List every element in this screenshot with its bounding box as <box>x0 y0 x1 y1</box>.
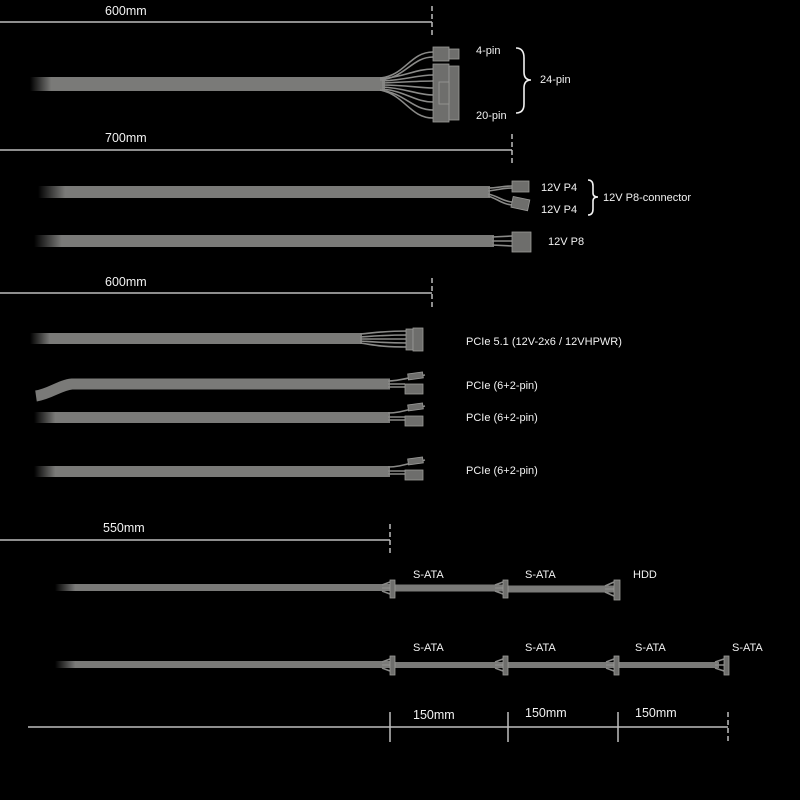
hdd-molex-connector <box>613 579 621 601</box>
cpu-p8-cable: 12V P8 <box>34 231 584 253</box>
label-p8: 12V P8 <box>548 236 584 248</box>
dimension-600mm-atx: 600mm <box>0 4 433 38</box>
6pin-connector <box>404 415 424 427</box>
pcie-6-2-cable-1: PCIe (6+2-pin) <box>34 371 538 402</box>
sata-connector <box>502 579 509 599</box>
4pin-connector <box>432 46 450 62</box>
label-24pin: 24-pin <box>540 74 571 86</box>
brace-icon <box>515 47 532 114</box>
label-sata: S-ATA <box>525 642 556 654</box>
dimension-550mm-sata: 550mm <box>0 521 391 556</box>
dimension-label: 600mm <box>105 275 147 289</box>
label-p8-connector: 12V P8-connector <box>603 192 691 204</box>
dimension-sata-spacing: 150mm 150mm 150mm <box>28 706 729 742</box>
p4-connector-b <box>510 195 531 212</box>
label-20pin: 20-pin <box>476 110 507 122</box>
6pin-connector <box>404 383 424 395</box>
p8-connector <box>511 231 532 253</box>
p4-connector-a <box>511 180 530 193</box>
label-4pin: 4-pin <box>476 45 500 57</box>
sata-connector <box>389 579 396 599</box>
label-p4-b: 12V P4 <box>541 204 577 216</box>
2pin-connector <box>407 371 424 381</box>
sata-hdd-cable: S-ATA S-ATA HDD <box>55 569 657 601</box>
dimension-label: 700mm <box>105 131 147 145</box>
dimension-label: 550mm <box>103 521 145 535</box>
2pin-connector <box>407 402 424 412</box>
12vhpwr-connector <box>412 327 424 352</box>
label-p4-a: 12V P4 <box>541 182 577 194</box>
2pin-connector <box>407 456 424 466</box>
pcie-5-1-cable: PCIe 5.1 (12V-2x6 / 12VHPWR) <box>30 327 622 352</box>
dimension-label: 150mm <box>413 708 455 722</box>
label-sata: S-ATA <box>525 569 556 581</box>
dimension-700mm-cpu: 700mm <box>0 131 513 166</box>
label-pcie-6-2: PCIe (6+2-pin) <box>466 412 538 424</box>
sata-connector <box>613 655 620 676</box>
label-sata: S-ATA <box>413 642 444 654</box>
dimension-label: 150mm <box>635 706 677 720</box>
dimension-label: 600mm <box>105 4 147 18</box>
label-pcie-5-1: PCIe 5.1 (12V-2x6 / 12VHPWR) <box>466 336 622 348</box>
atx-24pin-cable: 4-pin 20-pin 24-pin <box>30 45 571 123</box>
dimension-600mm-pcie: 600mm <box>0 275 433 308</box>
label-sata: S-ATA <box>413 569 444 581</box>
sata-connector <box>389 655 396 676</box>
6pin-connector <box>404 469 424 481</box>
label-pcie-6-2: PCIe (6+2-pin) <box>466 380 538 392</box>
pcie-6-2-cable-3: PCIe (6+2-pin) <box>34 456 538 481</box>
sata-4x-cable: S-ATA S-ATA S-ATA S-ATA <box>55 642 763 676</box>
brace-icon <box>587 179 599 216</box>
label-hdd: HDD <box>633 569 657 581</box>
label-sata: S-ATA <box>732 642 763 654</box>
dimension-label: 150mm <box>525 706 567 720</box>
sata-connector <box>723 655 730 676</box>
cpu-p4-split-cable: 12V P4 12V P4 12V P8-connector <box>38 179 691 216</box>
label-pcie-6-2: PCIe (6+2-pin) <box>466 465 538 477</box>
pcie-6-2-cable-2: PCIe (6+2-pin) <box>34 402 538 427</box>
label-sata: S-ATA <box>635 642 666 654</box>
sata-connector <box>502 655 509 676</box>
